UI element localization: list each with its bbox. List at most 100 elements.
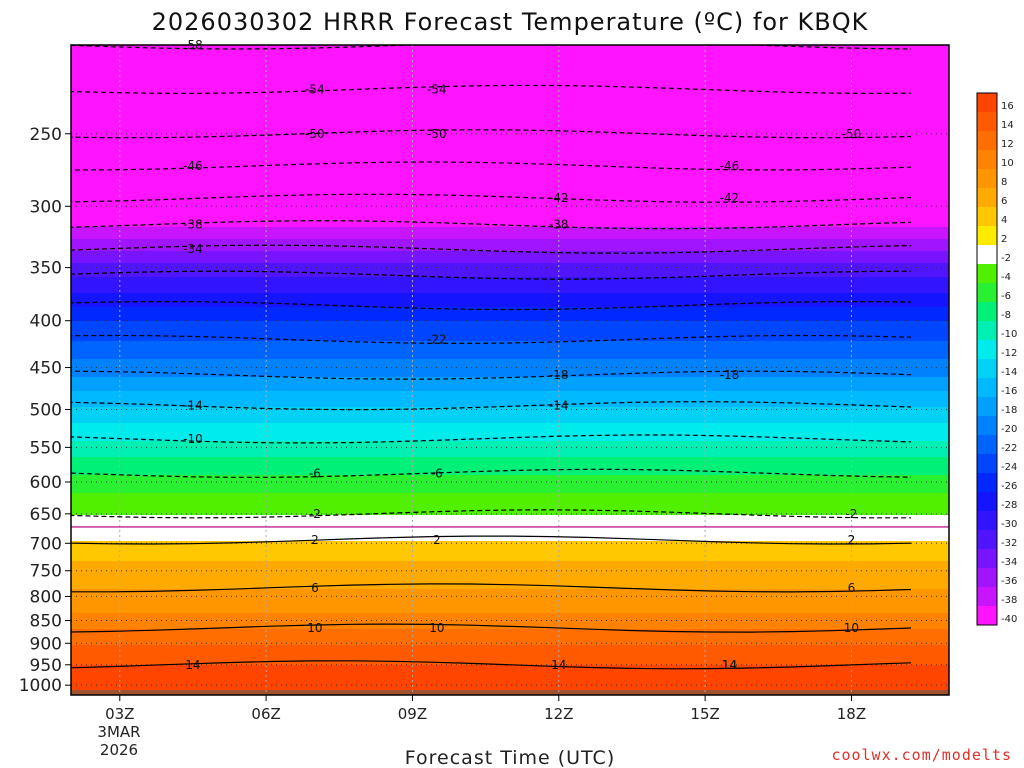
- temperature-band: [71, 209, 949, 212]
- temperature-band: [71, 327, 949, 330]
- temperature-band: [71, 445, 949, 448]
- temperature-band: [71, 637, 949, 640]
- contour-label: 6: [311, 581, 319, 595]
- temperature-band: [71, 543, 949, 546]
- temperature-band: [71, 593, 949, 596]
- temperature-band: [71, 285, 949, 288]
- contour-label: -38: [183, 218, 203, 232]
- temperature-band: [71, 193, 949, 196]
- temperature-band: [71, 369, 949, 372]
- temperature-band: [71, 111, 949, 114]
- temperature-band: [71, 367, 949, 370]
- y-tick-label: 350: [30, 259, 62, 279]
- contour-label: -2: [309, 507, 321, 521]
- temperature-band: [71, 443, 949, 446]
- temperature-band: [71, 575, 949, 578]
- temperature-band: [71, 629, 949, 632]
- temperature-band: [71, 65, 949, 68]
- temperature-band: [71, 247, 949, 250]
- isotherm-line: [71, 45, 912, 50]
- temperature-band: [71, 585, 949, 588]
- temperature-band: [71, 375, 949, 378]
- temperature-band: [71, 237, 949, 240]
- colorbar-label: -14: [1001, 367, 1017, 378]
- temperature-band: [71, 547, 949, 550]
- temperature-band: [71, 431, 949, 434]
- time-axis: 03Z 06Z 09Z 12Z 15Z 18Z: [105, 695, 866, 723]
- temperature-band: [71, 489, 949, 492]
- contour-label: -22: [427, 332, 447, 346]
- temperature-band: [71, 223, 949, 226]
- temperature-band: [71, 601, 949, 604]
- temperature-band: [71, 361, 949, 364]
- contour-label: -54: [305, 82, 325, 96]
- temperature-band: [71, 561, 949, 564]
- temperature-band: [71, 71, 949, 74]
- temperature-band: [71, 605, 949, 608]
- temperature-band: [71, 465, 949, 468]
- temperature-band: [71, 275, 949, 278]
- temperature-band: [71, 527, 949, 530]
- y-tick-label: 750: [30, 562, 62, 582]
- colorbar-label: 4: [1001, 215, 1007, 226]
- temperature-band: [71, 289, 949, 292]
- isotherm-line: [71, 334, 912, 345]
- temperature-band: [71, 609, 949, 612]
- temperature-band: [71, 161, 949, 164]
- temperature-band: [71, 303, 949, 306]
- colorbar-label: -22: [1001, 443, 1017, 454]
- temperature-band: [71, 287, 949, 290]
- contour-label: -42: [720, 191, 740, 205]
- temperature-band: [71, 191, 949, 194]
- temperature-band: [71, 299, 949, 302]
- isotherm-line: [71, 244, 912, 254]
- temperature-band: [71, 51, 949, 54]
- y-tick-label: 950: [30, 656, 62, 676]
- contour-label: 14: [722, 658, 737, 672]
- temperature-band: [71, 267, 949, 270]
- temperature-band: [71, 115, 949, 118]
- temperature-band: [71, 545, 949, 548]
- isotherm-line: [71, 468, 912, 478]
- temperature-band: [71, 463, 949, 466]
- temperature-band: [71, 435, 949, 438]
- temperature-band: [71, 453, 949, 456]
- contour-label: 14: [722, 658, 737, 672]
- temperature-band: [71, 573, 949, 576]
- colorbar-swatch: [977, 283, 997, 302]
- credit-link[interactable]: coolwx.com/modelts: [831, 746, 1012, 764]
- temperature-band: [71, 117, 949, 120]
- temperature-band: [71, 501, 949, 504]
- temperature-band: [71, 571, 949, 574]
- temperature-band: [71, 187, 949, 190]
- temperature-band: [71, 215, 949, 218]
- temperature-band: [71, 229, 949, 232]
- isotherm-line: [71, 129, 912, 139]
- temperature-band: [71, 687, 949, 690]
- temperature-band: [71, 495, 949, 498]
- temperature-band: [71, 581, 949, 584]
- y-tick-label: 650: [30, 505, 62, 525]
- temperature-band: [71, 311, 949, 314]
- temperature-band: [71, 249, 949, 252]
- temperature-band: [71, 467, 949, 470]
- temperature-band: [71, 591, 949, 594]
- isotherm-line: [71, 220, 912, 230]
- contour-label: 10: [429, 621, 444, 635]
- temperature-band: [71, 647, 949, 650]
- temperature-band: [71, 645, 949, 648]
- temperature-band: [71, 391, 949, 394]
- temperature-band: [71, 363, 949, 366]
- temperature-band: [71, 89, 949, 92]
- colorbar-swatch: [977, 245, 997, 264]
- temperature-band: [71, 565, 949, 568]
- temperature-band: [71, 225, 949, 228]
- temperature-band: [71, 643, 949, 646]
- temperature-band: [71, 153, 949, 156]
- temperature-band: [71, 563, 949, 566]
- colorbar-label: -20: [1001, 424, 1017, 435]
- temperature-band: [71, 81, 949, 84]
- temperature-band: [71, 269, 949, 272]
- temperature-band: [71, 127, 949, 130]
